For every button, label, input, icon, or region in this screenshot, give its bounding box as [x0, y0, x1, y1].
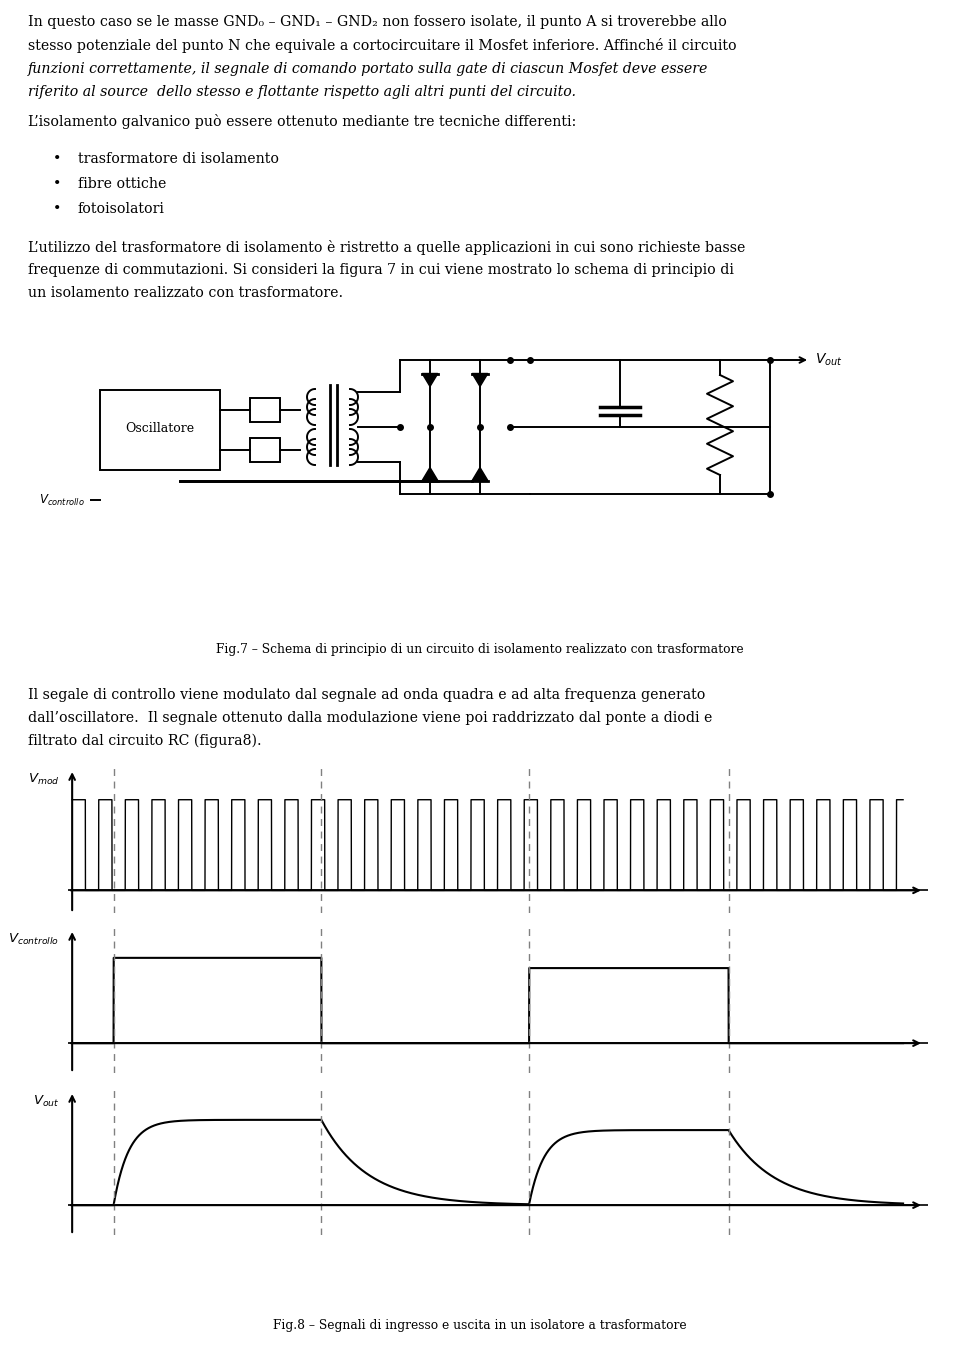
Text: •: •: [54, 202, 61, 217]
Polygon shape: [472, 374, 488, 386]
Text: $V_{controllo}$: $V_{controllo}$: [39, 492, 85, 507]
Text: riferito al source  dello stesso e flottante rispetto agli altri punti del circu: riferito al source dello stesso e flotta…: [28, 85, 576, 100]
Polygon shape: [472, 468, 488, 480]
Text: L’utilizzo del trasformatore di isolamento è ristretto a quelle applicazioni in : L’utilizzo del trasformatore di isolamen…: [28, 240, 745, 255]
Text: fotoisolatori: fotoisolatori: [78, 202, 164, 217]
Text: filtrato dal circuito RC (figura8).: filtrato dal circuito RC (figura8).: [28, 734, 262, 749]
Text: dall’oscillatore.  Il segnale ottenuto dalla modulazione viene poi raddrizzato d: dall’oscillatore. Il segnale ottenuto da…: [28, 711, 712, 724]
Polygon shape: [422, 374, 438, 386]
Text: $V_{controllo}$: $V_{controllo}$: [9, 932, 60, 947]
Polygon shape: [422, 468, 438, 480]
Text: trasformatore di isolamento: trasformatore di isolamento: [78, 153, 278, 166]
Bar: [100, 390, 220, 471]
Text: In questo caso se le masse GND₀ – GND₁ – GND₂ non fossero isolate, il punto A si: In questo caso se le masse GND₀ – GND₁ –…: [28, 15, 727, 29]
Text: •: •: [54, 177, 61, 191]
Text: •: •: [54, 153, 61, 166]
Text: frequenze di commutazioni. Si consideri la figura 7 in cui viene mostrato lo sch: frequenze di commutazioni. Si consideri …: [28, 263, 733, 277]
Text: Il segale di controllo viene modulato dal segnale ad onda quadra e ad alta frequ: Il segale di controllo viene modulato da…: [28, 687, 706, 702]
Text: Fig.7 – Schema di principio di un circuito di isolamento realizzato con trasform: Fig.7 – Schema di principio di un circui…: [216, 642, 744, 656]
Text: funzioni correttamente, il segnale di comando portato sulla gate di ciascun Mosf: funzioni correttamente, il segnale di co…: [28, 61, 708, 75]
Text: L’isolamento galvanico può essere ottenuto mediante tre tecniche differenti:: L’isolamento galvanico può essere ottenu…: [28, 115, 576, 130]
Text: stesso potenziale del punto N che equivale a cortocircuitare il Mosfet inferiore: stesso potenziale del punto N che equiva…: [28, 38, 736, 53]
Bar: [250, 438, 280, 462]
Text: $V_{out}$: $V_{out}$: [815, 352, 843, 368]
Text: Oscillatore: Oscillatore: [126, 423, 195, 435]
Text: $V_{out}$: $V_{out}$: [34, 1094, 60, 1109]
Text: $V_{mod}$: $V_{mod}$: [28, 772, 60, 787]
Text: fibre ottiche: fibre ottiche: [78, 177, 166, 191]
Bar: [250, 398, 280, 421]
Text: un isolamento realizzato con trasformatore.: un isolamento realizzato con trasformato…: [28, 286, 343, 300]
Text: Fig.8 – Segnali di ingresso e uscita in un isolatore a trasformatore: Fig.8 – Segnali di ingresso e uscita in …: [274, 1319, 686, 1331]
